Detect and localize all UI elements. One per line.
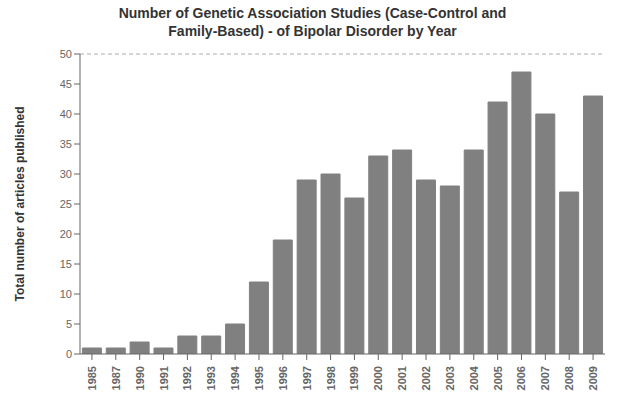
- svg-text:40: 40: [60, 108, 72, 120]
- svg-text:50: 50: [60, 48, 72, 60]
- html-text:Family-Based) - of Bipolar Dis: Family-Based) - of Bipolar Disorder by Y…: [168, 23, 457, 39]
- svg-text:30: 30: [60, 168, 72, 180]
- svg-text:2005: 2005: [492, 366, 504, 390]
- svg-text:1996: 1996: [277, 366, 289, 390]
- svg-text:20: 20: [60, 228, 72, 240]
- svg-text:1987: 1987: [110, 366, 122, 390]
- html-text:Number of Genetic Association: Number of Genetic Association Studies (C…: [118, 5, 507, 21]
- svg-text:1999: 1999: [348, 366, 360, 390]
- svg-text:2003: 2003: [444, 366, 456, 390]
- svg-text:0: 0: [66, 348, 72, 360]
- svg-text:2007: 2007: [539, 366, 551, 390]
- svg-text:2000: 2000: [372, 366, 384, 390]
- svg-text:35: 35: [60, 138, 72, 150]
- svg-text:2004: 2004: [468, 365, 480, 390]
- svg-text:5: 5: [66, 318, 72, 330]
- svg-text:2002: 2002: [420, 366, 432, 390]
- svg-text:1998: 1998: [325, 366, 337, 390]
- svg-text:2008: 2008: [563, 366, 575, 390]
- svg-text:25: 25: [60, 198, 72, 210]
- svg-text:15: 15: [60, 258, 72, 270]
- svg-text:1993: 1993: [205, 366, 217, 390]
- svg-text:2001: 2001: [396, 366, 408, 390]
- svg-text:1991: 1991: [158, 366, 170, 390]
- svg-text:1990: 1990: [134, 366, 146, 390]
- svg-text:1997: 1997: [301, 366, 313, 390]
- svg-text:2009: 2009: [587, 366, 599, 390]
- svg-text:1985: 1985: [86, 366, 98, 390]
- svg-text:Total number of articles publi: Total number of articles published: [13, 106, 27, 301]
- svg-text:1994: 1994: [229, 365, 241, 390]
- svg-text:45: 45: [60, 78, 72, 90]
- svg-text:1995: 1995: [253, 366, 265, 390]
- svg-text:10: 10: [60, 288, 72, 300]
- svg-text:1992: 1992: [181, 366, 193, 390]
- svg-text:2006: 2006: [515, 366, 527, 390]
